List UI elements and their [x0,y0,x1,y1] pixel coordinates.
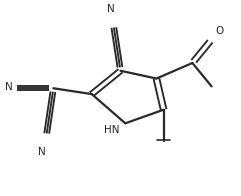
Text: N: N [38,148,45,158]
Text: N: N [107,4,115,14]
Text: O: O [216,26,224,36]
Text: N: N [6,82,13,92]
Text: HN: HN [104,125,120,135]
